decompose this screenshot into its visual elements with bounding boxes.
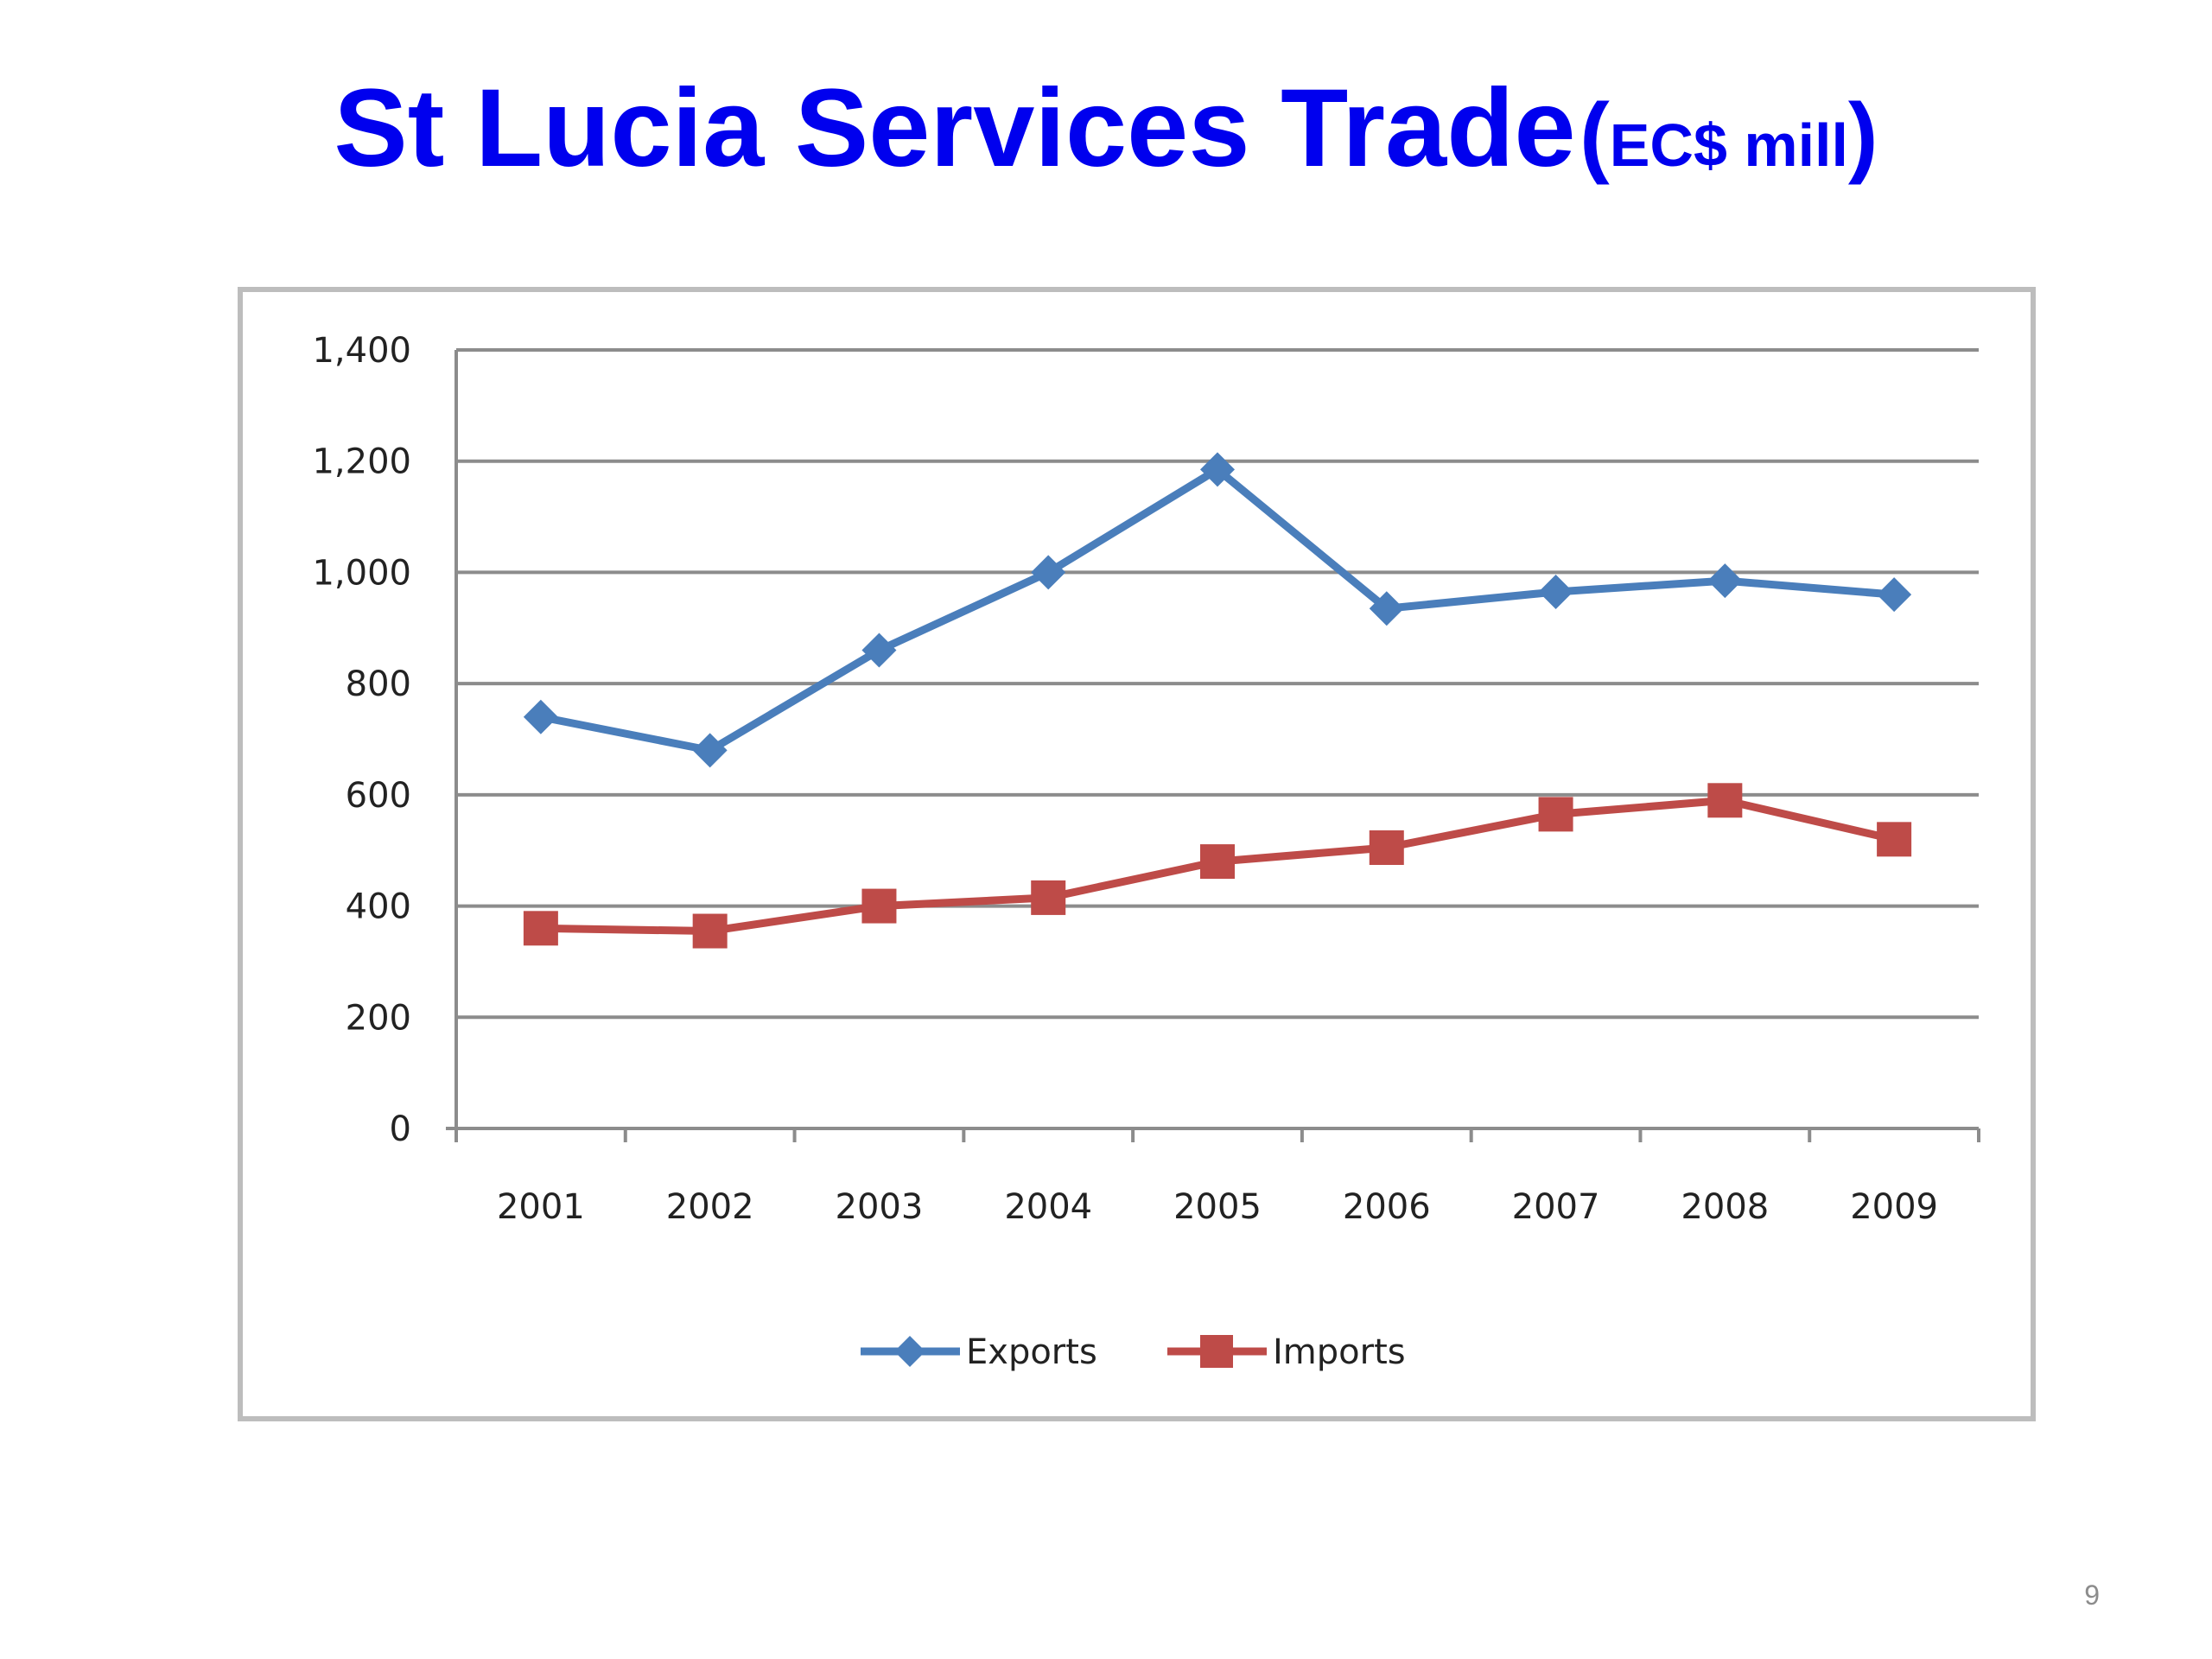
data-point-exports bbox=[1707, 563, 1743, 599]
chart-frame: 0 200 400 600 800 1,000 1,200 1,400 2001 2002 2003… bbox=[238, 287, 2036, 1421]
y-tick-label: 1,400 bbox=[312, 331, 411, 371]
title-unit-text: EC$ mill bbox=[1609, 111, 1848, 179]
y-tick-label: 200 bbox=[346, 998, 411, 1038]
x-tick-label: 2008 bbox=[1681, 1187, 1769, 1227]
data-point-imports bbox=[1877, 822, 1912, 857]
data-point-imports bbox=[523, 911, 558, 946]
x-tick-label: 2002 bbox=[666, 1187, 754, 1227]
data-point-exports bbox=[692, 733, 728, 768]
data-point-exports bbox=[1538, 574, 1573, 609]
data-point-imports bbox=[692, 913, 728, 949]
y-tick-label: 600 bbox=[346, 776, 411, 816]
y-tick-label: 400 bbox=[346, 887, 411, 927]
series-line-exports bbox=[540, 465, 1895, 754]
data-point-imports bbox=[1369, 830, 1404, 865]
x-tick-label: 2001 bbox=[497, 1187, 585, 1227]
x-tick-label: 2007 bbox=[1512, 1187, 1600, 1227]
line-chart: 0 200 400 600 800 1,000 1,200 1,400 2001 2002 2003… bbox=[312, 331, 1980, 1372]
legend-label-exports: Exports bbox=[966, 1332, 1097, 1372]
x-tick-label: 2004 bbox=[1004, 1187, 1092, 1227]
title-main-text: St Lucia Services Trade bbox=[334, 67, 1576, 190]
data-point-imports bbox=[1538, 797, 1573, 832]
legend-label-imports: Imports bbox=[1273, 1332, 1406, 1372]
data-point-imports bbox=[1031, 880, 1066, 915]
data-point-imports bbox=[1200, 844, 1235, 880]
data-point-exports bbox=[1031, 555, 1066, 590]
y-tick-label: 800 bbox=[346, 664, 411, 704]
x-tick-label: 2009 bbox=[1850, 1187, 1938, 1227]
x-tick-label: 2006 bbox=[1343, 1187, 1431, 1227]
y-tick-label: 1,200 bbox=[312, 442, 411, 482]
data-point-imports bbox=[861, 888, 897, 924]
x-tick-label: 2003 bbox=[836, 1187, 924, 1227]
slide-number: 9 bbox=[2084, 1580, 2100, 1611]
title-unit-close-paren: ) bbox=[1847, 86, 1878, 186]
legend-marker-imports bbox=[1200, 1335, 1233, 1368]
x-tick-label: 2005 bbox=[1173, 1187, 1262, 1227]
data-point-exports bbox=[861, 632, 897, 668]
data-point-imports bbox=[1707, 783, 1743, 818]
data-point-exports bbox=[523, 699, 558, 734]
data-point-exports bbox=[1877, 577, 1912, 613]
data-point-exports bbox=[1369, 591, 1404, 626]
y-tick-label: 0 bbox=[390, 1109, 411, 1149]
slide-title: St Lucia Services Trade (EC$ mill) bbox=[0, 73, 2212, 184]
y-tick-label: 1,000 bbox=[312, 553, 411, 593]
title-unit-open-paren: ( bbox=[1580, 86, 1610, 186]
legend-marker-exports bbox=[894, 1336, 925, 1367]
data-point-exports bbox=[1200, 452, 1235, 487]
